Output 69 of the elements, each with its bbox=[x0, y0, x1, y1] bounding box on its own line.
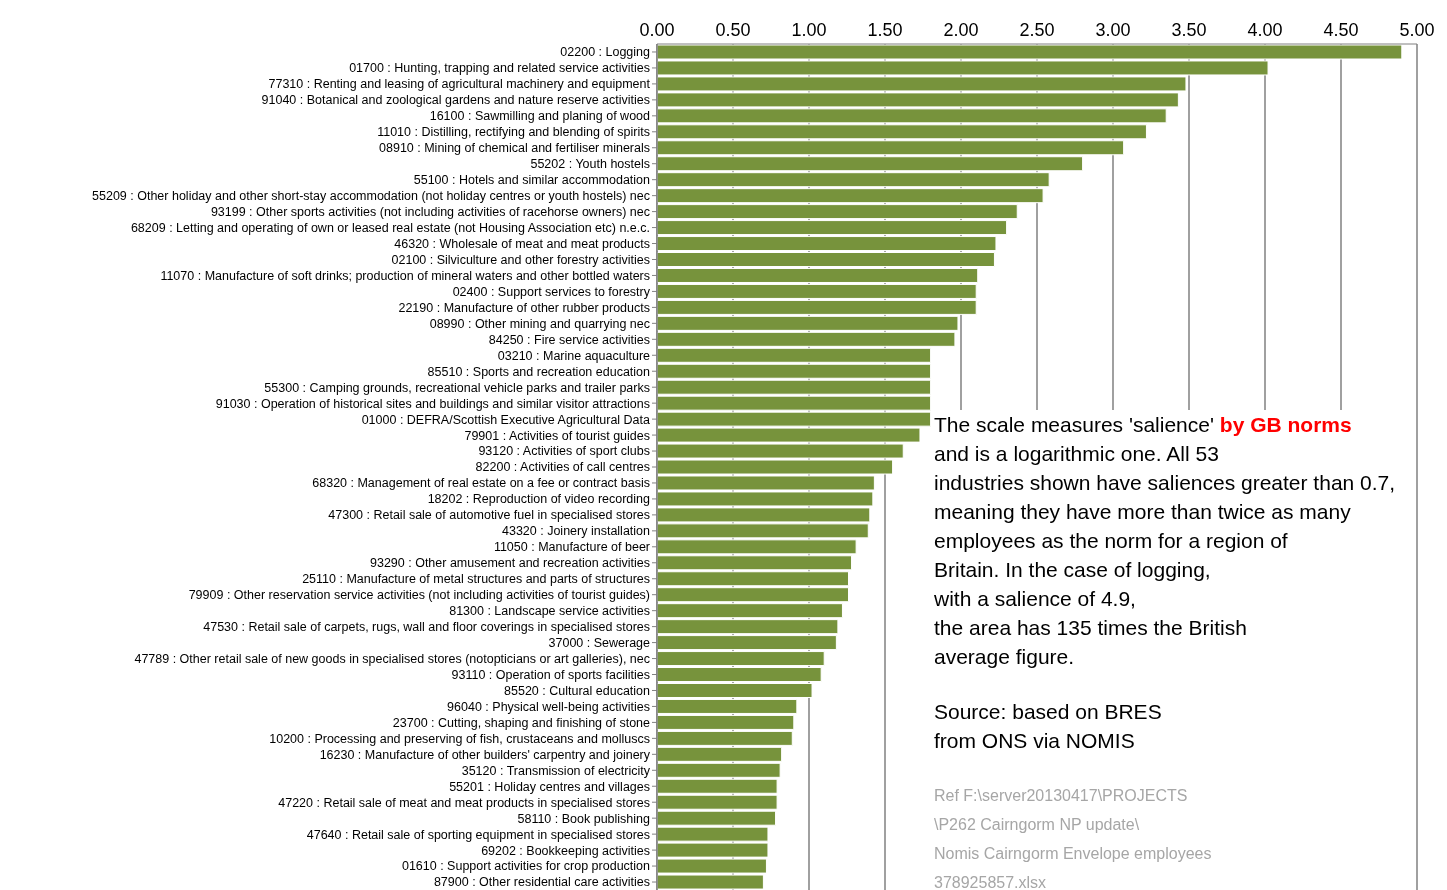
y-tick-label: 08990 : Other mining and quarrying nec bbox=[429, 316, 650, 331]
x-tick-label: 3.00 bbox=[1095, 20, 1131, 40]
y-tick-label: 08910 : Mining of chemical and fertiliser minerals bbox=[379, 141, 650, 156]
x-tick-label: 2.50 bbox=[1019, 20, 1055, 40]
y-tick-label: 91040 : Botanical and zoological gardens and nature reserve activities bbox=[261, 93, 650, 108]
y-tick-label: 96040 : Physical well-being activities bbox=[447, 699, 650, 714]
y-tick-label: 55209 : Other holiday and other short-stay accommodation (not holiday centres or youth hostels) nec bbox=[92, 189, 650, 204]
x-tick-label: 0.50 bbox=[715, 20, 751, 40]
y-tick-label: 02200 : Logging bbox=[560, 45, 651, 60]
y-tick-label: 01000 : DEFRA/Scottish Executive Agricultural Data bbox=[361, 412, 651, 427]
x-tick-label: 0.00 bbox=[639, 20, 675, 40]
y-tick-label: 77310 : Renting and leasing of agricultural machinery and equipment bbox=[268, 77, 651, 92]
y-tick-label: 18202 : Reproduction of video recording bbox=[427, 492, 651, 507]
x-tick-label: 4.00 bbox=[1247, 20, 1283, 40]
annotation: Ref F:\server20130417\PROJECTS \P262 Cairngorm NP update\ Nomis Cairngorm Envelope employees 378925857.xlsx bbox=[934, 786, 1213, 890]
y-tick-label: 47220 : Retail sale of meat and meat products in specialised stores bbox=[278, 795, 650, 810]
y-tick-label: 11050 : Manufacture of beer bbox=[493, 540, 650, 555]
y-tick-label: 93199 : Other sports activities (not including activities of racehorse owners) nec bbox=[210, 205, 650, 220]
y-tick-label: 91030 : Operation of historical sites and buildings and similar visitor attractions bbox=[215, 396, 650, 411]
x-tick-label: 2.00 bbox=[943, 20, 979, 40]
y-tick-label: 68209 : Letting and operating of own or leased real estate (not Housing Association etc) n.e.c. bbox=[130, 221, 650, 235]
y-tick-label: 47300 : Retail sale of automotive fuel in specialised stores bbox=[328, 508, 650, 523]
x-tick-label: 4.50 bbox=[1323, 20, 1359, 40]
y-tick-label: 11010 : Distilling, rectifying and blending of spirits bbox=[377, 125, 650, 140]
y-tick-label: 16100 : Sawmilling and planing of wood bbox=[429, 109, 651, 124]
y-tick-label: 55100 : Hotels and similar accommodation bbox=[413, 173, 651, 188]
x-tick-label: 1.00 bbox=[791, 20, 827, 40]
x-tick-label: 3.50 bbox=[1171, 20, 1207, 40]
y-tick-label: 47789 : Other retail sale of new goods in specialised stores (notopticians or art galleries), nec bbox=[134, 651, 650, 666]
y-tick-label: 55300 : Camping grounds, recreational vehicle parks and trailer parks bbox=[264, 380, 650, 395]
y-tick-label: 81300 : Landscape service activities bbox=[449, 604, 650, 619]
y-tick-label: 79901 : Activities of tourist guides bbox=[464, 428, 650, 443]
y-tick-label: 11070 : Manufacture of soft drinks; production of mineral waters and other bottled waters bbox=[160, 268, 650, 283]
y-tick-label: 46320 : Wholesale of meat and meat products bbox=[394, 236, 650, 251]
y-tick-label: 16230 : Manufacture of other builders' carpentry and joinery bbox=[319, 747, 651, 762]
y-tick-label: 82200 : Activities of call centres bbox=[475, 460, 650, 475]
y-tick-label: 01700 : Hunting, trapping and related service activities bbox=[349, 61, 650, 76]
y-tick-label: 03210 : Marine aquaculture bbox=[497, 348, 651, 363]
y-tick-label: 69202 : Bookkeeping activities bbox=[481, 843, 650, 858]
y-tick-label: 01610 : Support activities for crop production bbox=[401, 859, 651, 874]
y-tick-label: 85520 : Cultural education bbox=[504, 683, 651, 698]
y-tick-label: 02400 : Support services to forestry bbox=[452, 284, 651, 299]
y-tick-label: 23700 : Cutting, shaping and finishing of stone bbox=[392, 715, 651, 730]
y-tick-label: 93120 : Activities of sport clubs bbox=[478, 444, 650, 459]
y-tick-label: 58110 : Book publishing bbox=[517, 811, 651, 826]
y-tick-label: 35120 : Transmission of electricity bbox=[461, 763, 651, 778]
y-tick-label: 25110 : Manufacture of metal structures and parts of structures bbox=[302, 572, 650, 587]
y-tick-label: 79909 : Other reservation service activities (not including activities of tourist guides) bbox=[188, 588, 650, 603]
annotation: Source: based on BRES from ONS via NOMIS bbox=[934, 699, 1163, 754]
y-tick-label: 84250 : Fire service activities bbox=[488, 332, 650, 347]
y-tick-label: 43320 : Joinery installation bbox=[501, 524, 651, 539]
y-tick-label: 55202 : Youth hostels bbox=[530, 157, 650, 172]
annotation: by GB norms bbox=[1219, 413, 1352, 436]
x-tick-label: 5.00 bbox=[1399, 20, 1435, 40]
y-tick-label: 85510 : Sports and recreation education bbox=[427, 364, 651, 379]
y-tick-label: 87900 : Other residential care activities bbox=[433, 875, 650, 890]
y-tick-label: 47530 : Retail sale of carpets, rugs, wall and floor coverings in specialised stores bbox=[203, 620, 650, 635]
y-tick-label: 22190 : Manufacture of other rubber products bbox=[398, 300, 650, 315]
y-tick-label: 68320 : Management of real estate on a fee or contract basis bbox=[312, 476, 650, 491]
annotation: The scale measures 'salience' bbox=[934, 413, 1215, 436]
y-tick-label: 93290 : Other amusement and recreation activities bbox=[369, 556, 650, 571]
annotation: and is a logarithmic one. All 53 industries shown have saliences greater than 0.7, meaning they have more than twice as many employees as the norm for a region of Britain. In the case of logging, with a salience of 4.9, the area has 135 times the British average figure. bbox=[934, 442, 1396, 668]
y-tick-label: 47640 : Retail sale of sporting equipment in specialised stores bbox=[306, 827, 650, 842]
y-tick-label: 37000 : Sewerage bbox=[548, 636, 651, 651]
x-tick-label: 1.50 bbox=[867, 20, 903, 40]
y-tick-label: 10200 : Processing and preserving of fish, crustaceans and molluscs bbox=[269, 731, 650, 746]
y-tick-label: 02100 : Silviculture and other forestry activities bbox=[391, 252, 650, 267]
y-tick-label: 93110 : Operation of sports facilities bbox=[451, 667, 650, 682]
y-tick-label: 55201 : Holiday centres and villages bbox=[449, 779, 650, 794]
